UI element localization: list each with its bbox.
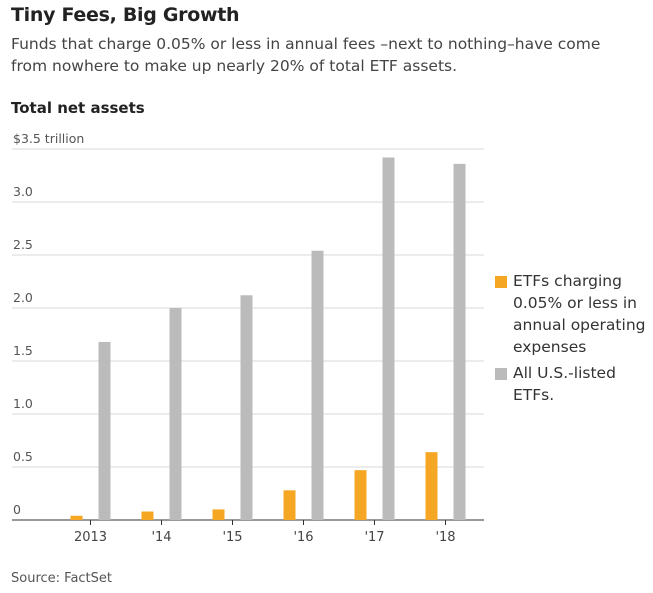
bar-low-fee [70,515,83,520]
section-title: Total net assets [11,99,145,117]
bar-low-fee [425,452,438,520]
bar-low-fee [283,490,296,520]
bar-all-etfs [311,250,324,520]
y-tick-label: 1.5 [13,343,33,358]
source-note: Source: FactSet [11,571,113,586]
legend-item-all-etfs: All U.S.-listed ETFs. [495,362,650,406]
x-tick-label: '14 [151,530,171,545]
legend-swatch-all-etfs [495,368,507,380]
bar-all-etfs [453,163,466,520]
bar-all-etfs [240,295,253,520]
legend-swatch-low-fee [495,276,507,288]
chart-subtitle: Funds that charge 0.05% or less in annua… [11,35,601,75]
y-tick-label: 1.0 [13,396,33,411]
bar-low-fee [212,509,225,520]
x-tick-label: '15 [222,530,242,545]
y-tick-label: 0 [13,502,21,517]
y-tick-label: 3.0 [13,184,33,199]
legend-label-all-etfs: All U.S.-listed ETFs. [513,364,616,404]
x-tick-label: '17 [364,530,384,545]
y-tick-label: 0.5 [13,449,33,464]
bar-low-fee [141,511,154,520]
x-tick-label: '18 [435,530,455,545]
legend-label-low-fee: ETFs charging 0.05% or less in annual op… [513,272,646,356]
bar-low-fee [354,470,367,520]
x-tick-label: '16 [293,530,313,545]
bar-all-etfs [98,341,111,520]
y-tick-label: 2.5 [13,237,33,252]
chart-title: Tiny Fees, Big Growth [11,4,240,26]
legend-item-low-fee: ETFs charging 0.05% or less in annual op… [495,270,650,358]
bar-all-etfs [169,308,182,520]
bar-all-etfs [382,157,395,521]
y-tick-label: $3.5 trillion [13,131,84,146]
y-tick-label: 2.0 [13,290,33,305]
legend: ETFs charging 0.05% or less in annual op… [495,270,650,410]
x-tick-label: 2013 [74,530,107,545]
